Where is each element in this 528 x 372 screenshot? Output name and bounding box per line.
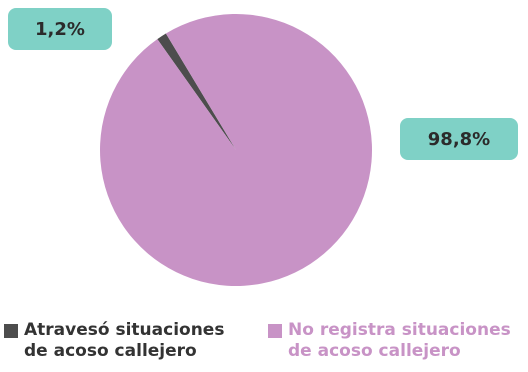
value-label-small: 1,2% (35, 18, 85, 40)
pie-slice-no-acoso (99, 14, 372, 287)
legend-item-acoso: Atravesó situaciones de acoso callejero (4, 320, 224, 362)
legend-label-line: de acoso callejero (288, 341, 461, 361)
legend: Atravesó situaciones de acoso callejero … (0, 320, 528, 372)
legend-label-line: de acoso callejero (24, 341, 197, 361)
legend-label-no-acoso: No registra situaciones de acoso calleje… (288, 320, 511, 362)
legend-swatch-acoso (4, 324, 18, 338)
legend-item-no-acoso: No registra situaciones de acoso calleje… (268, 320, 511, 362)
legend-label-line: No registra situaciones (288, 320, 511, 340)
pie-chart (99, 14, 372, 287)
legend-label-acoso: Atravesó situaciones de acoso callejero (24, 320, 224, 362)
value-label-callout-small: 1,2% (8, 8, 112, 50)
value-label-callout-large: 98,8% (400, 118, 518, 160)
legend-swatch-no-acoso (268, 324, 282, 338)
legend-label-line: Atravesó situaciones (24, 320, 225, 340)
value-label-large: 98,8% (427, 128, 491, 150)
pie-slice-acoso (157, 33, 236, 150)
